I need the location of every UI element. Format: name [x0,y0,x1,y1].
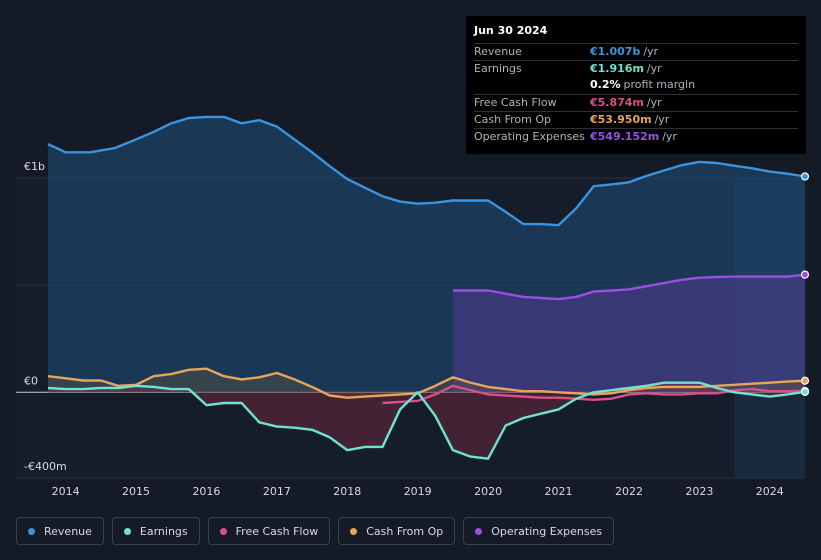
tooltip-row-operating-expenses: Operating Expenses €549.152m /yr [474,128,798,145]
legend-label: Revenue [44,524,92,538]
tooltip-row-earnings: Earnings €1.916m /yr [474,60,798,77]
legend-label: Free Cash Flow [235,524,319,538]
tooltip-row-margin: 0.2% profit margin [474,77,798,94]
tooltip-unit: /yr [643,45,659,58]
operating-expenses-end-point [800,270,810,279]
legend-label: Cash From Op [366,524,444,538]
legend-item-cash-from-op[interactable]: Cash From Op [338,517,456,545]
free-cash-flow-line [382,384,806,405]
tooltip-unit: profit margin [623,78,696,91]
tooltip-unit: /yr [646,96,662,109]
x-tick-label: 2020 [474,485,502,498]
x-tick-label: 2015 [122,485,150,498]
y-tick-label: -€400m [24,460,67,473]
legend-dot-icon [219,527,227,535]
operating-expenses-area [452,274,805,393]
x-tick-label: 2024 [756,485,784,498]
tooltip-label: Operating Expenses [474,130,585,143]
tooltip-label: Earnings [474,62,522,75]
x-tick-label: 2016 [192,485,220,498]
x-tick-label: 2021 [545,485,573,498]
tooltip-value: €53.950m [590,113,652,126]
tooltip-label: Revenue [474,45,522,58]
tooltip-value: €1.916m [590,62,644,75]
x-tick-label: 2023 [685,485,713,498]
legend-dot-icon [123,527,131,535]
revenue-line [47,115,806,227]
tooltip-label: Free Cash Flow [474,96,557,109]
cash-from-op-end-point [800,376,810,385]
legend-label: Operating Expenses [491,524,603,538]
legend-item-operating-expenses[interactable]: Operating Expenses [463,517,615,545]
x-tick-label: 2017 [263,485,291,498]
legend-dot-icon [475,527,483,535]
tooltip-row-free-cash-flow: Free Cash Flow €5.874m /yr [474,94,798,111]
operating-expenses-line [452,273,806,301]
x-tick-label: 2019 [404,485,432,498]
earnings-end-point [800,387,810,396]
revenue-end-point [800,172,810,181]
legend-item-free-cash-flow[interactable]: Free Cash Flow [207,517,331,545]
legend-item-revenue[interactable]: Revenue [16,517,104,545]
tooltip-label: Cash From Op [474,113,552,126]
tooltip-panel: Jun 30 2024 Revenue €1.007b /yr Earnings… [466,16,806,154]
tooltip-label [474,77,590,94]
y-tick-label: €1b [24,160,45,173]
legend-item-earnings[interactable]: Earnings [111,517,200,545]
tooltip-row-revenue: Revenue €1.007b /yr [474,43,798,60]
tooltip-value: €1.007b [590,45,641,58]
cash-from-op-area [48,368,805,398]
tooltip-unit: /yr [662,130,677,143]
revenue-area [48,116,805,393]
earnings-line [47,381,806,460]
legend-dot-icon [28,527,35,535]
tooltip-row-cash-from-op: Cash From Op €53.950m /yr [474,111,798,128]
tooltip-unit: /yr [654,113,670,126]
tooltip-value: €549.152m [590,130,660,143]
tooltip-value: €5.874m [590,96,644,109]
x-tick-label: 2022 [615,485,643,498]
earnings-area [48,382,805,459]
legend-dot-icon [350,527,358,535]
x-tick-label: 2018 [333,485,361,498]
tooltip-date: Jun 30 2024 [474,24,548,37]
x-tick-label: 2014 [52,485,80,498]
y-tick-label: €0 [24,374,38,387]
tooltip-value: 0.2% [590,78,621,91]
cash-from-op-line [47,367,806,399]
legend-label: Earnings [139,524,188,538]
legend: Revenue Earnings Free Cash Flow Cash Fro… [16,517,622,545]
tooltip-unit: /yr [646,62,662,75]
